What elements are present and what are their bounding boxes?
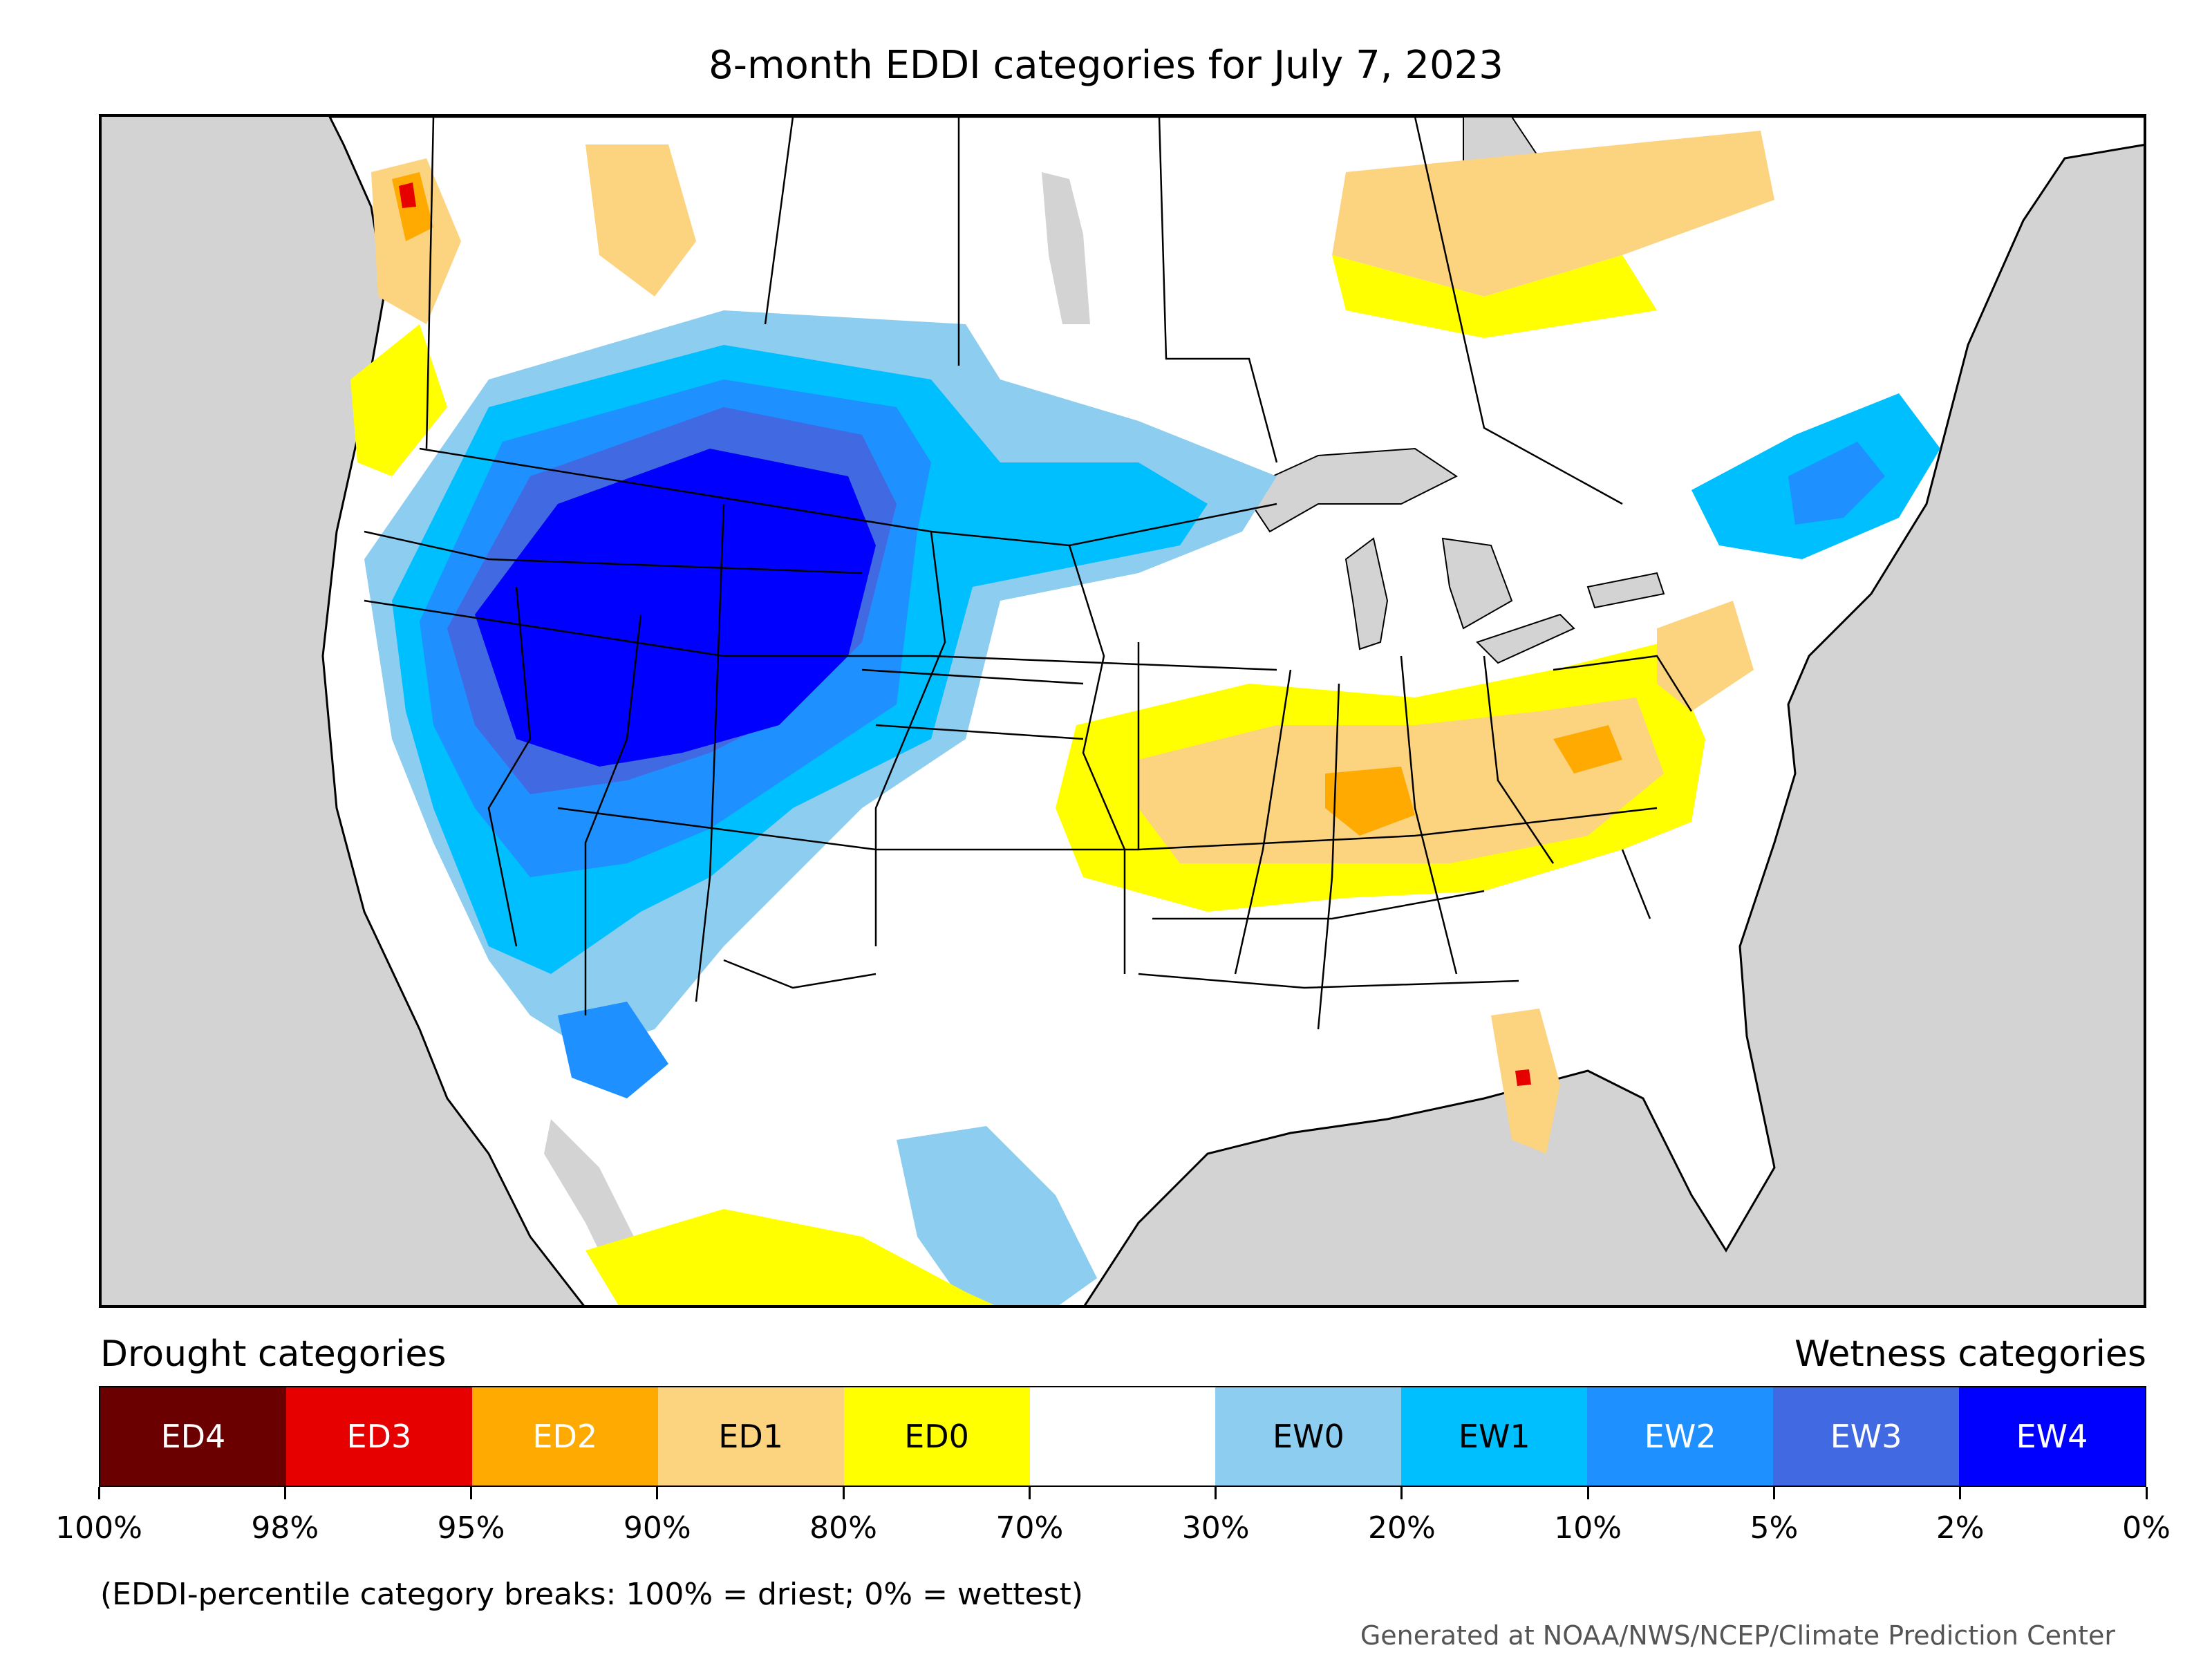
dry-ed0-canada-east-edge (1332, 255, 1657, 338)
colorbar-cell-ew2: EW2 (1587, 1387, 1774, 1485)
dry-ed3-florida (1515, 1069, 1531, 1086)
credit-line: Generated at NOAA/NWS/NCEP/Climate Predi… (1360, 1620, 2115, 1651)
colorbar-tick-label: 10% (1554, 1510, 1622, 1546)
dry-ed1-canada-east (1332, 131, 1774, 297)
map-title: 8-month EDDI categories for July 7, 2023 (709, 43, 1503, 88)
wet-arizona-spot (558, 1002, 668, 1098)
colorbar-tick (656, 1487, 659, 1499)
colorbar-ticks (97, 1487, 2148, 1501)
dry-ed2-spot-va (1553, 725, 1622, 774)
colorbar-cell-ed3: ED3 (285, 1387, 472, 1485)
map-canvas (321, 117, 2144, 1305)
colorbar-cell-ed4: ED4 (100, 1387, 286, 1485)
colorbar-tick-label: 5% (1750, 1510, 1799, 1546)
dry-ed0-oregon (350, 324, 447, 476)
dry-ed0-mexico (585, 1209, 995, 1305)
colorbar-tick (842, 1487, 845, 1499)
colorbar-tick (470, 1487, 473, 1499)
dry-ed1-northeast (1657, 601, 1754, 711)
lake-ontario (1586, 572, 1665, 609)
colorbar-cell-ed2: ED2 (471, 1387, 658, 1485)
wet-northeast-core (1788, 442, 1885, 525)
percentile-note: (EDDI-percentile category breaks: 100% =… (100, 1577, 1083, 1612)
colorbar-tick-label: 90% (623, 1510, 691, 1546)
dry-ed1-bc (585, 144, 696, 297)
colorbar-tick (1586, 1487, 1589, 1499)
category-colorbar: ED4 ED3 ED2 ED1 ED0 EW0 EW1 EW2 EW3 EW4 (99, 1386, 2146, 1487)
wet-sw-texas (897, 1126, 1097, 1305)
colorbar-cell-ew4: EW4 (1959, 1387, 2145, 1485)
colorbar-tick-label: 20% (1368, 1510, 1436, 1546)
colorbar-cell-ew1: EW1 (1401, 1387, 1588, 1485)
colorbar-tick (1215, 1487, 1217, 1499)
colorbar-tick-label: 30% (1181, 1510, 1250, 1546)
colorbar-tick-label: 98% (251, 1510, 319, 1546)
wet-ew4-region (475, 449, 876, 767)
colorbar-tick (1028, 1487, 1031, 1499)
state-borders (364, 117, 1693, 1030)
wetness-categories-heading: Wetness categories (1794, 1333, 2146, 1375)
eddi-map (99, 114, 2146, 1308)
lake-superior (1241, 447, 1458, 533)
lake-michigan (1344, 537, 1389, 650)
drought-categories-heading: Drought categories (100, 1333, 447, 1375)
colorbar-tick (97, 1487, 100, 1499)
lake-winnipeg (1042, 172, 1090, 324)
colorbar-tick-label: 95% (437, 1510, 505, 1546)
colorbar-cell-ed0: ED0 (843, 1387, 1030, 1485)
colorbar-cell-ew3: EW3 (1773, 1387, 1960, 1485)
colorbar-tick (2145, 1487, 2148, 1499)
lake-erie (1476, 613, 1575, 664)
colorbar-tick-label: 2% (1936, 1510, 1985, 1546)
lake-huron (1441, 537, 1513, 630)
colorbar-tick (1772, 1487, 1775, 1499)
colorbar-cell-neutral (1029, 1387, 1216, 1485)
colorbar-tick (283, 1487, 286, 1499)
colorbar-tick-label: 70% (995, 1510, 1064, 1546)
dry-ed2-spot-il (1325, 767, 1415, 836)
colorbar-tick (1400, 1487, 1403, 1499)
colorbar-tick (1959, 1487, 1962, 1499)
dry-ed3-spot (399, 182, 416, 208)
dry-ed1-pacific-nw (371, 158, 461, 324)
colorbar-tick-label: 0% (2122, 1510, 2171, 1546)
colorbar-cell-ed1: ED1 (657, 1387, 844, 1485)
colorbar-cell-ew0: EW0 (1215, 1387, 1402, 1485)
colorbar-tick-label: 80% (809, 1510, 877, 1546)
colorbar-tick-label: 100% (55, 1510, 142, 1546)
